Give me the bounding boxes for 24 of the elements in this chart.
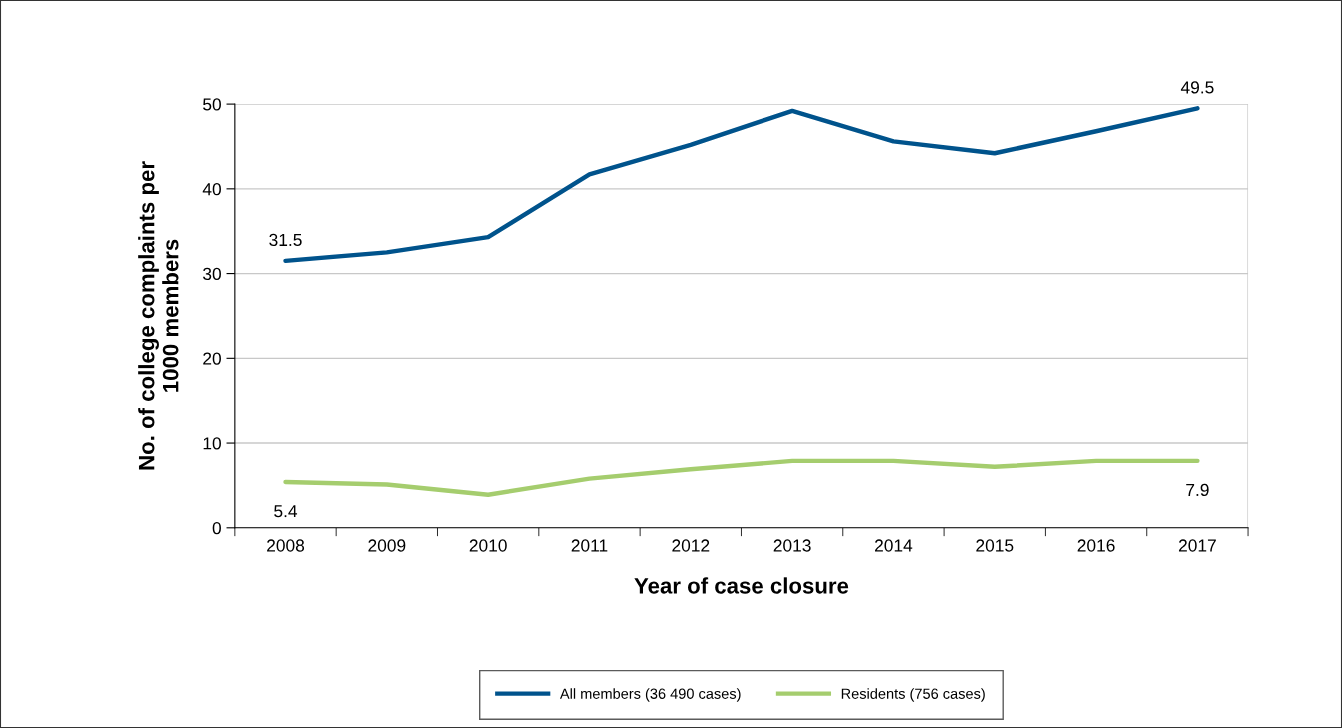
data-label: 5.4 (274, 505, 298, 518)
x-axis-title: Year of case closure (634, 577, 849, 594)
y-tick-label: 40 (202, 183, 221, 196)
x-tick-label: 2015 (976, 539, 1014, 552)
y-tick-label: 30 (203, 267, 221, 281)
x-tick-label: 2009 (368, 539, 406, 552)
y-tick-label: 20 (203, 352, 221, 365)
x-tick-label: 2013 (773, 539, 811, 552)
data-label: 49.5 (1180, 81, 1214, 94)
y-tick-label: 10 (203, 437, 221, 450)
x-tick-label: 2011 (571, 539, 608, 552)
x-tick-label: 2017 (1178, 539, 1216, 552)
legend-label: Residents (756 cases) (841, 688, 985, 702)
y-tick-label: 50 (203, 98, 221, 111)
x-tick-label: 2012 (672, 539, 710, 552)
y-axis-title: No. of college complaints per 1000 members (138, 161, 179, 470)
x-tick-label: 2014 (875, 539, 913, 552)
legend-label: All members (36 490 cases) (559, 688, 741, 702)
data-label: 7.9 (1186, 483, 1209, 497)
data-label: 31.5 (269, 233, 302, 247)
x-tick-label: 2016 (1077, 539, 1115, 552)
x-tick-label: 2010 (469, 539, 507, 552)
y-tick-label: 0 (212, 521, 221, 535)
x-tick-label: 2008 (267, 539, 305, 552)
